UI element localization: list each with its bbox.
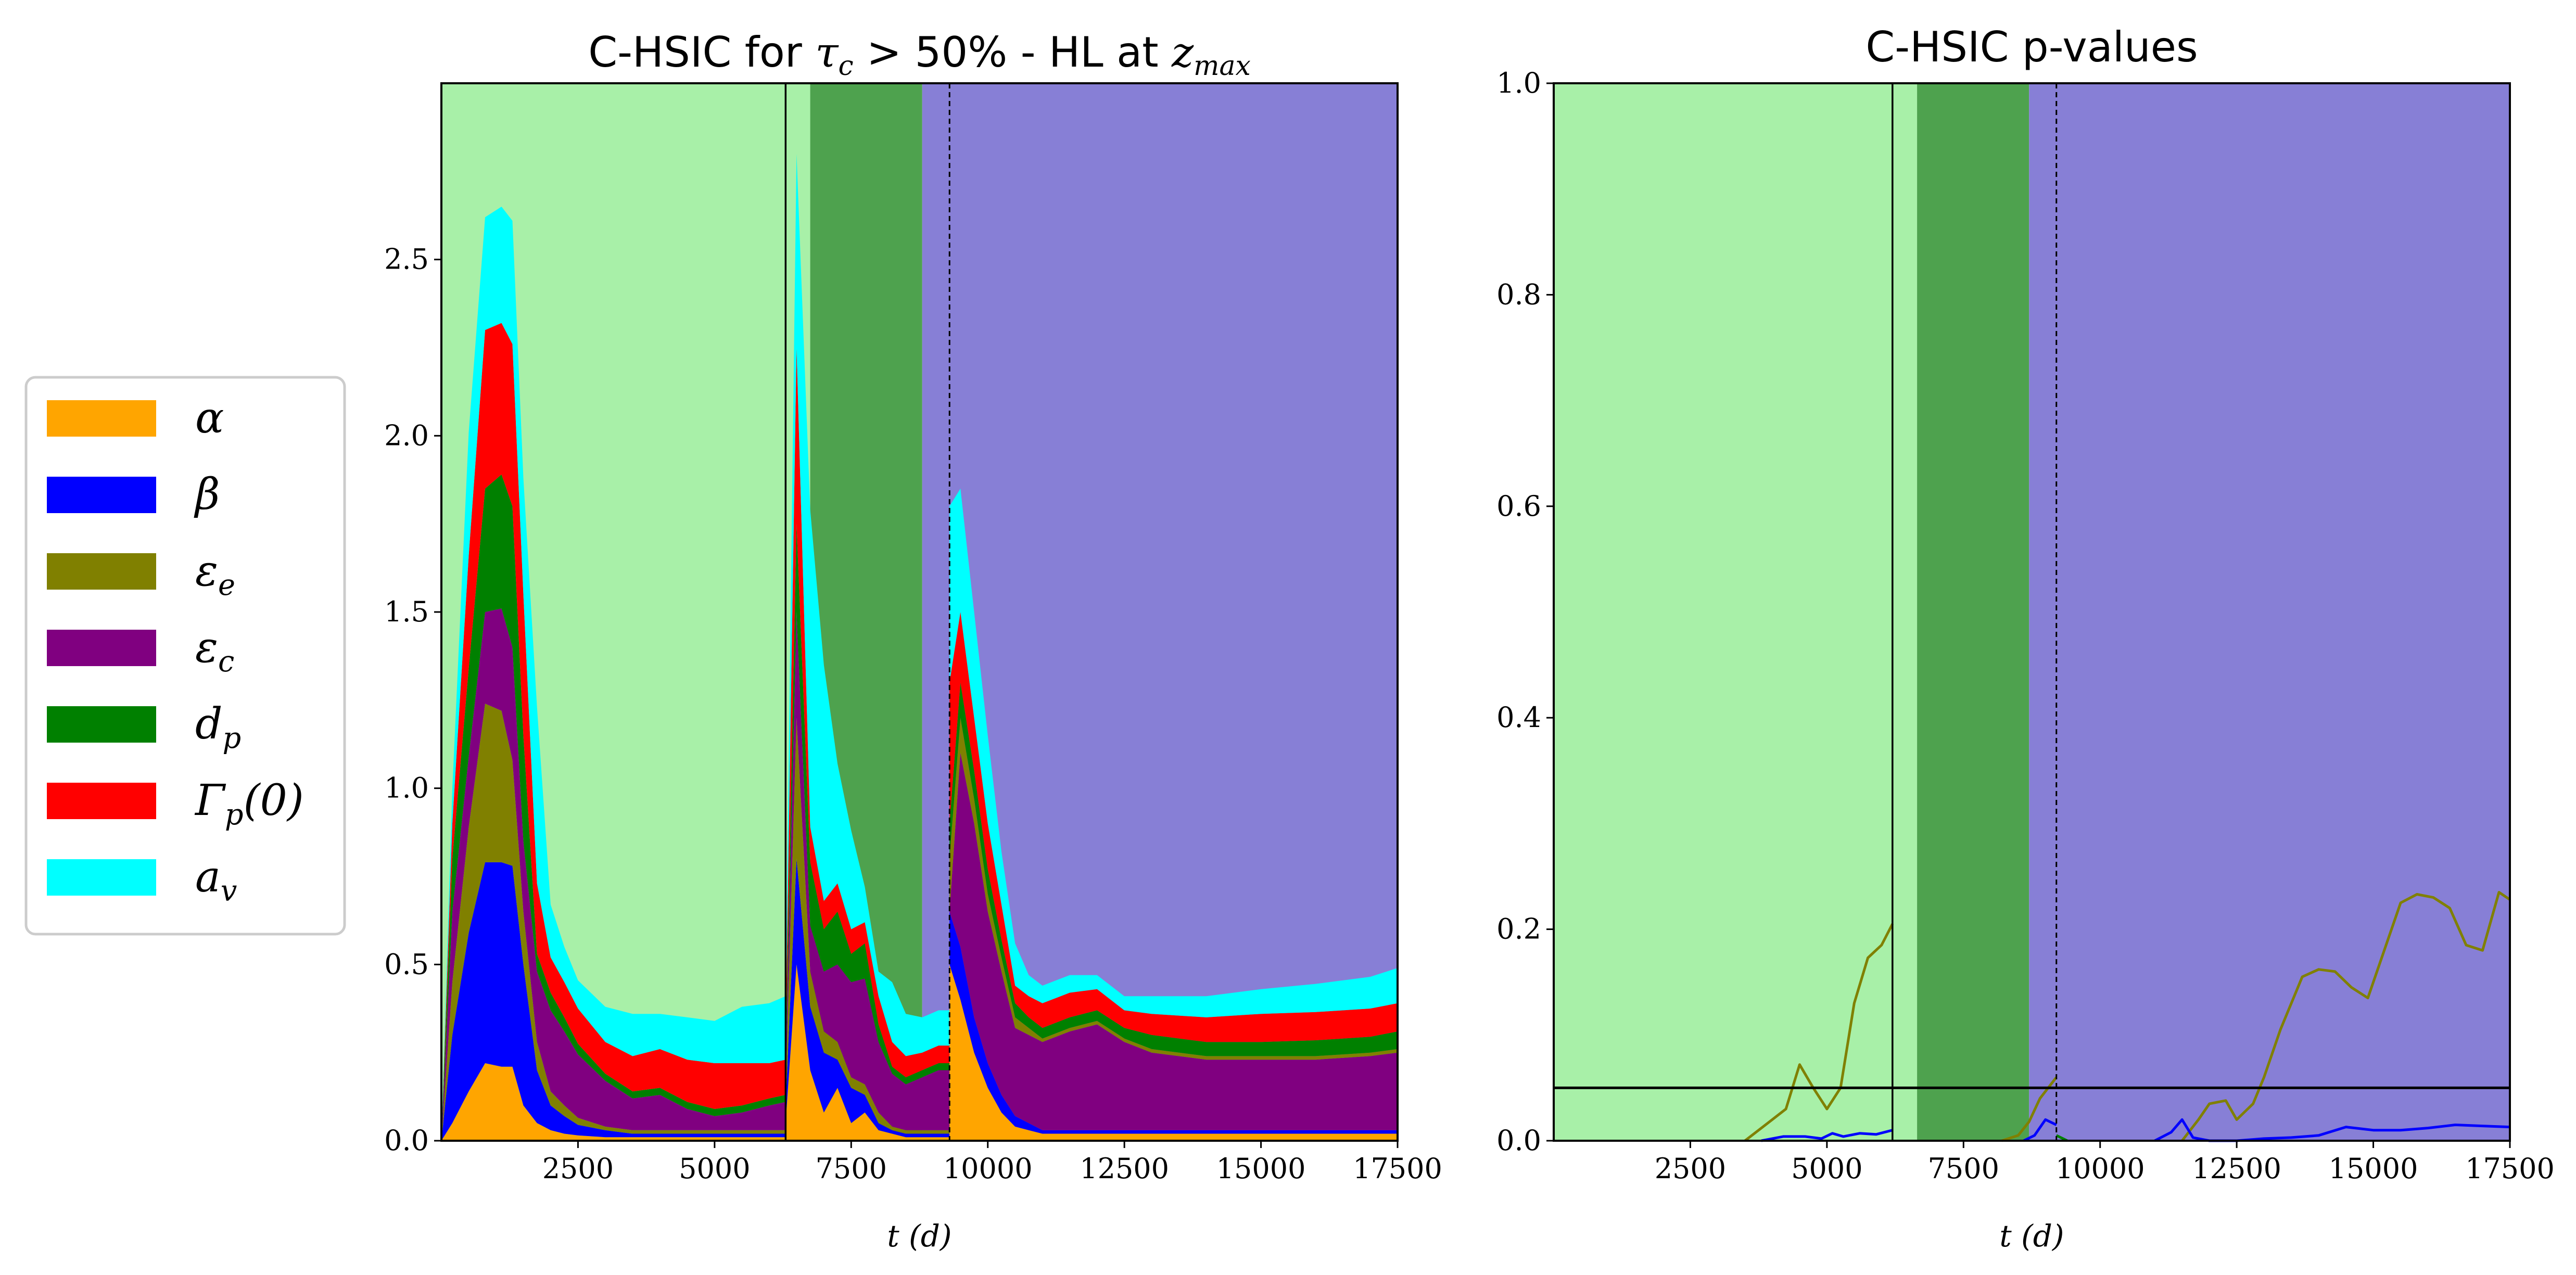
- x-tick-label: 5000: [1791, 1152, 1862, 1185]
- left-axis-ticks: 2500 5000 7500 10000 12500 15000 17500 0.0 0.5 1.…: [384, 243, 1442, 1185]
- right-chart-title: C-HSIC p-values: [1866, 23, 2198, 71]
- y-tick-label: 0.0: [384, 1124, 429, 1157]
- y-tick-label: 0.2: [1496, 913, 1541, 946]
- pvalue-line-item-segment-2: [2023, 1118, 2057, 1142]
- y-tick-label: 0.6: [1496, 490, 1541, 522]
- y-tick-label: 1.0: [384, 772, 429, 805]
- legend-swatch-p-0: [47, 783, 156, 819]
- left-background-bands: [441, 83, 1398, 1141]
- x-tick-label: 17500: [2465, 1152, 2555, 1185]
- y-tick-label: 0.8: [1496, 278, 1541, 311]
- legend-swatch-e: [47, 553, 156, 590]
- x-tick-label: 10000: [943, 1152, 1033, 1185]
- pvalues-line-chart: 2500 5000 7500 10000 12500 15000 17500 0.0 0.2 0.…: [1496, 23, 2555, 1254]
- left-regime-lines: [784, 83, 950, 1141]
- area-d-p-segment-2: [785, 524, 950, 1085]
- background-band-3: [2029, 83, 2510, 1141]
- background-band-1: [1554, 83, 1918, 1141]
- legend-label-c: εc: [195, 623, 234, 679]
- legend: αβ εe εc dp Γp(0) av: [24, 376, 346, 936]
- area-a-v-segment-1: [441, 207, 786, 1141]
- area-item-segment-3: [949, 964, 1398, 1141]
- legend-swatch-item: [47, 477, 156, 513]
- area-c-segment-3: [949, 753, 1398, 1130]
- x-tick-label: 15000: [2329, 1152, 2418, 1185]
- right-regime-lines: [1892, 83, 2058, 1141]
- right-pvalue-lines: [1744, 891, 2511, 1142]
- x-tick-label: 15000: [1216, 1152, 1306, 1185]
- right-axis-ticks: 2500 5000 7500 10000 12500 15000 17500 0.0 0.2 0.…: [1496, 67, 2555, 1185]
- left-chart-title: C-HSIC for τc > 50% - HL at zmax: [588, 28, 1251, 82]
- x-tick-label: 5000: [679, 1152, 750, 1185]
- x-tick-label: 12500: [2192, 1152, 2281, 1185]
- left-x-axis-label: t (d): [887, 1218, 951, 1254]
- right-plot-frame: [1553, 82, 2511, 1142]
- y-tick-label: 0.0: [1496, 1124, 1541, 1157]
- area-item-segment-1: [441, 862, 786, 1141]
- y-tick-label: 1.5: [384, 595, 429, 628]
- x-tick-label: 7500: [816, 1152, 887, 1185]
- left-stacked-areas: [441, 154, 1398, 1141]
- area-item-segment-2: [785, 859, 950, 1138]
- pvalue-line-item-segment-1: [1761, 1129, 1893, 1142]
- hsic-area-chart: 2500 5000 7500 10000 12500 15000 17500 0.0 0.5 1.…: [384, 28, 1442, 1254]
- legend-swatch-a-v: [47, 859, 156, 896]
- y-tick-label: 2.0: [384, 419, 429, 452]
- right-background-bands: [1554, 83, 2510, 1141]
- background-band-2: [1917, 83, 2029, 1141]
- legend-label-a-v: av: [195, 852, 237, 908]
- legend-label-e: εe: [195, 546, 235, 602]
- legend-label-d-p: dp: [195, 699, 241, 755]
- x-tick-label: 2500: [1655, 1152, 1726, 1185]
- x-tick-label: 17500: [1353, 1152, 1442, 1185]
- legend-swatch-c: [47, 630, 156, 666]
- legend-label-item: β: [194, 470, 220, 519]
- legend-label-p-0: Γp(0): [194, 776, 304, 832]
- pvalue-line-e-segment-1: [1744, 923, 1894, 1142]
- right-x-axis-label: t (d): [1999, 1218, 2064, 1254]
- pvalue-line-e-segment-2: [2001, 1076, 2058, 1142]
- area-c-segment-2: [785, 612, 950, 1130]
- x-tick-label: 12500: [1080, 1152, 1169, 1185]
- y-tick-label: 2.5: [384, 243, 429, 276]
- x-tick-label: 7500: [1928, 1152, 1999, 1185]
- area-item-segment-1: [441, 1063, 786, 1141]
- x-tick-label: 2500: [542, 1152, 614, 1185]
- pvalue-line-e-segment-3: [2181, 891, 2511, 1142]
- y-tick-label: 0.5: [384, 948, 429, 980]
- x-tick-label: 10000: [2055, 1152, 2145, 1185]
- pvalue-line-item-segment-3: [2154, 1118, 2510, 1142]
- legend-label-item: α: [195, 393, 224, 443]
- y-tick-label: 0.4: [1496, 701, 1541, 734]
- area-a-v-segment-2: [785, 154, 950, 1056]
- legend-swatch-item: [47, 400, 156, 437]
- area-item-segment-2: [785, 964, 950, 1141]
- y-tick-label: 1.0: [1496, 67, 1541, 99]
- legend-swatch-d-p: [47, 706, 156, 743]
